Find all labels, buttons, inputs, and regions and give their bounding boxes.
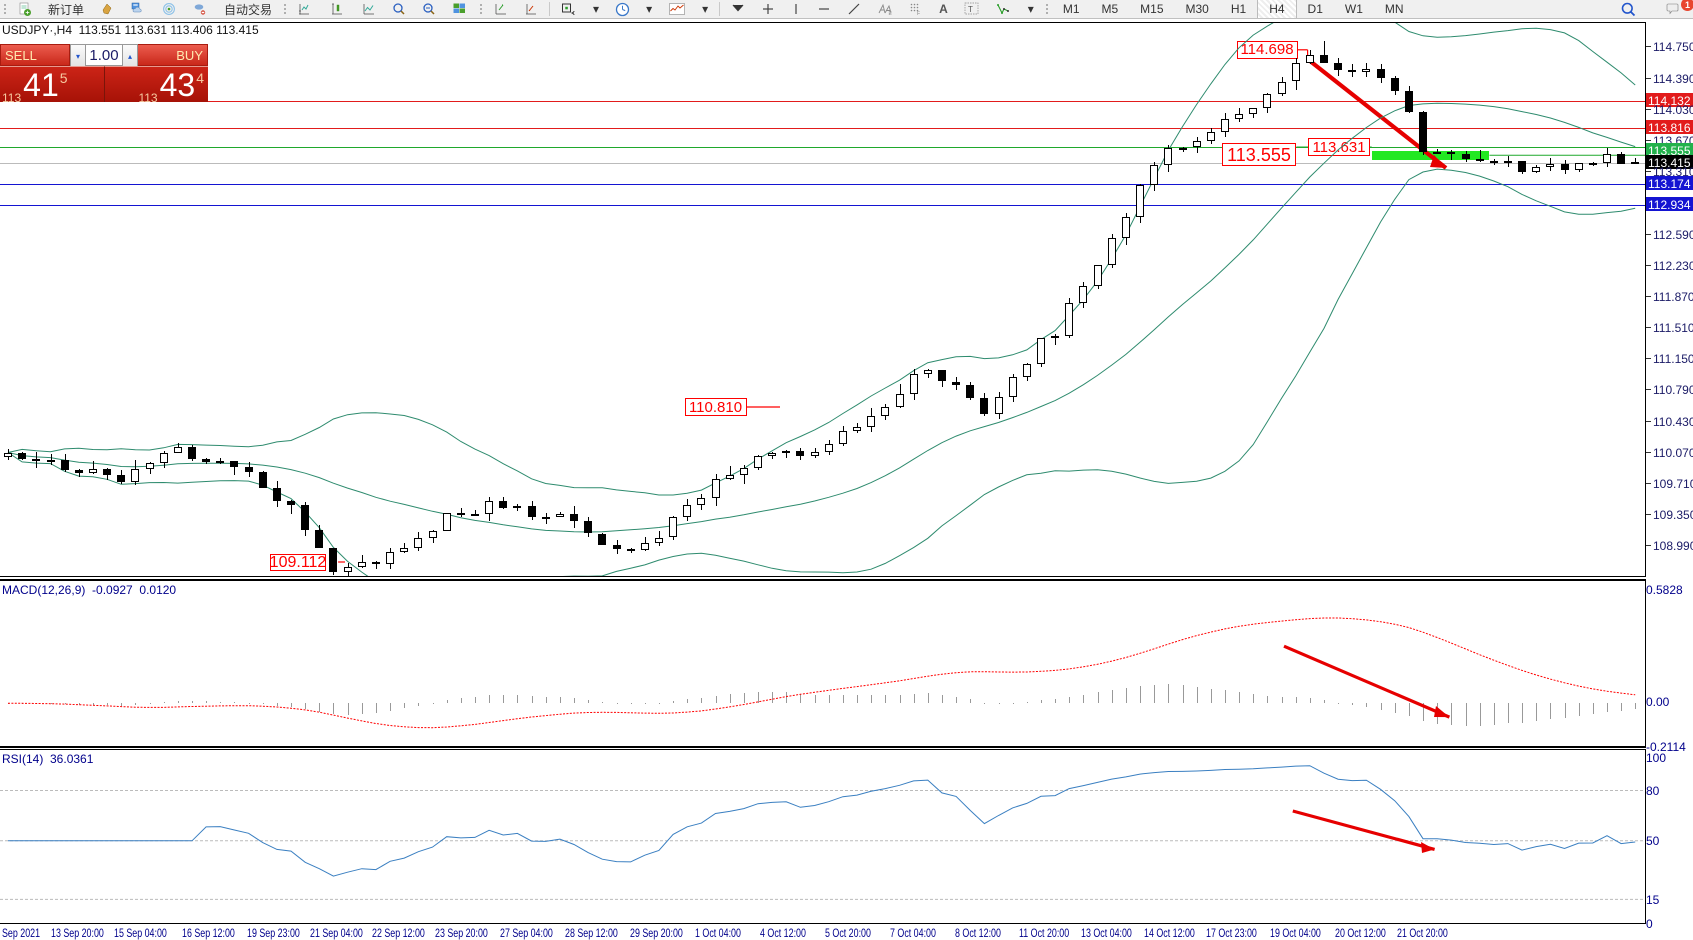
svg-text:E: E bbox=[889, 11, 893, 16]
svg-text:F: F bbox=[917, 11, 920, 16]
svg-text:T: T bbox=[968, 5, 973, 14]
